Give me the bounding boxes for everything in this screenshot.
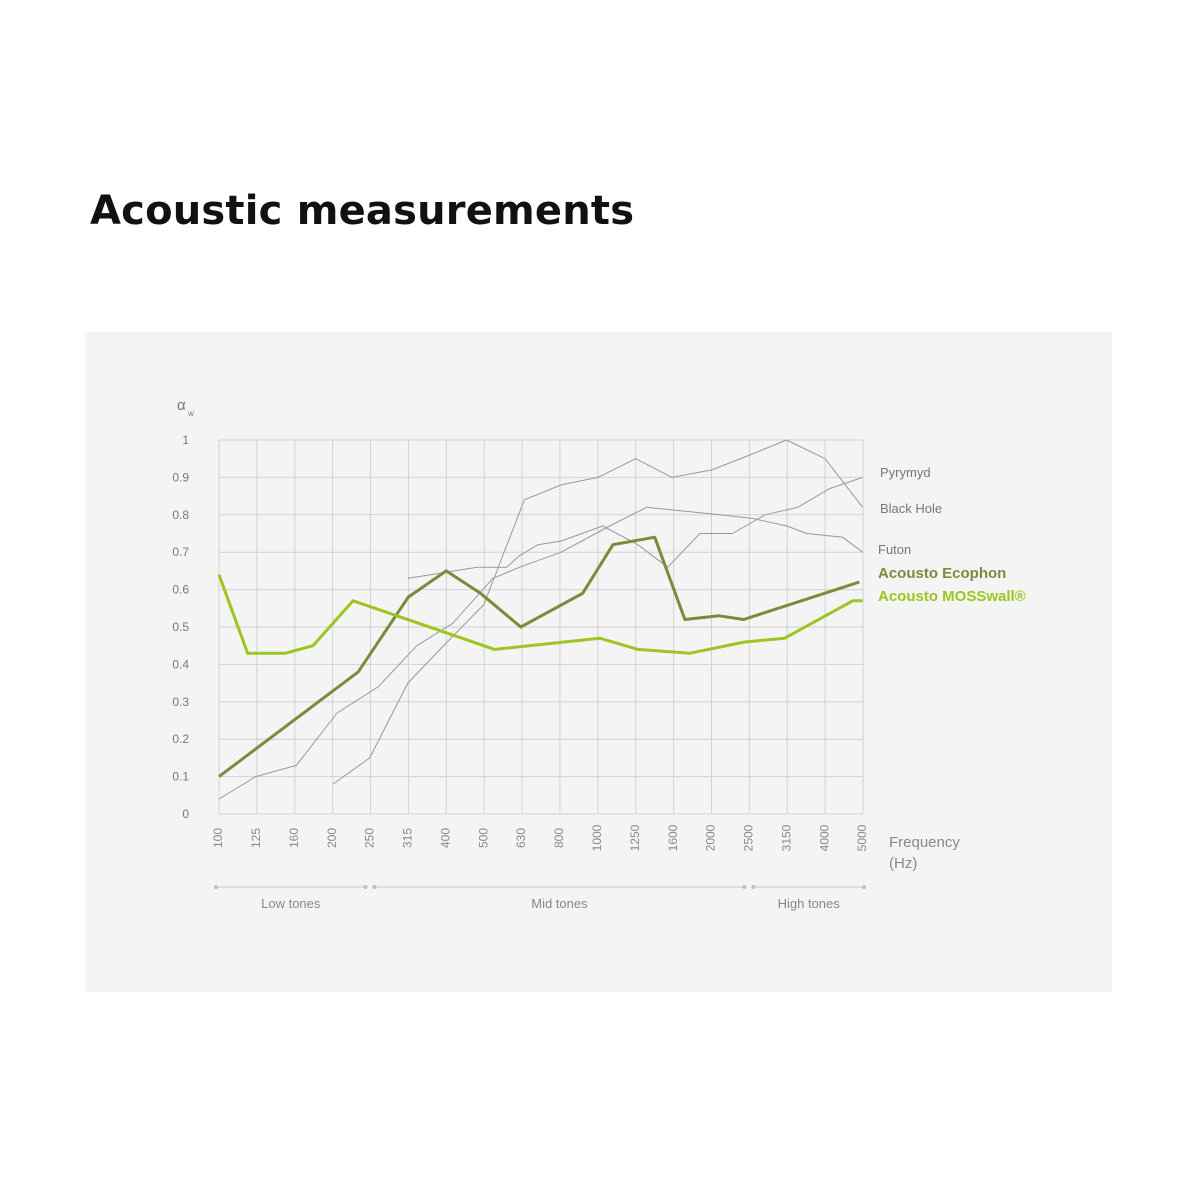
range-label: High tones — [778, 896, 841, 911]
x-tick-label: 160 — [287, 828, 301, 848]
legend-label: Acousto MOSSwall® — [878, 588, 1026, 605]
x-axis-label: Frequency — [889, 834, 960, 851]
range-bracket-dot — [742, 885, 747, 889]
range-bracket-dot — [214, 885, 218, 889]
y-tick-label: 0.1 — [172, 770, 189, 784]
range-bracket-dot — [372, 885, 377, 889]
x-tick-label: 1000 — [590, 824, 604, 851]
legend-label: Black Hole — [880, 501, 942, 516]
acoustic-chart: 0 0.1 0.2 0.3 0.4 0.5 0.6 0.7 0.8 0.9 1 α w 100 125 160… — [172, 397, 1026, 911]
y-tick-label: 0.5 — [172, 620, 189, 634]
x-axis-unit: (Hz) — [889, 855, 917, 872]
y-tick-label: 0.2 — [172, 732, 189, 746]
x-tick-label: 400 — [438, 828, 452, 848]
legend-label: Acousto Ecophon — [878, 565, 1006, 582]
page-title: Acoustic measurements — [90, 188, 635, 234]
y-tick-label: 0 — [182, 807, 189, 821]
y-tick-label: 0.4 — [172, 657, 189, 671]
range-label: Mid tones — [531, 896, 588, 911]
x-tick-label: 250 — [363, 828, 377, 848]
y-tick-label: 0.3 — [172, 695, 189, 709]
range-label: Low tones — [261, 896, 321, 911]
y-axis-label: α — [177, 397, 186, 414]
y-tick-label: 0.9 — [172, 470, 189, 484]
x-tick-label: 2000 — [704, 824, 718, 851]
x-tick-label: 3150 — [779, 824, 793, 851]
y-tick-label: 0.8 — [172, 508, 189, 522]
x-tick-label: 630 — [514, 828, 528, 848]
series-line-acousto-mosswall- — [217, 574, 863, 655]
legend-label: Futon — [878, 542, 911, 557]
x-tick-label: 125 — [249, 828, 263, 848]
x-tick-label: 315 — [401, 828, 415, 848]
chart-panel: 0 0.1 0.2 0.3 0.4 0.5 0.6 0.7 0.8 0.9 1 α w 100 125 160… — [85, 332, 1112, 992]
x-tick-label: 200 — [325, 828, 339, 848]
x-tick-label: 1250 — [628, 824, 642, 851]
range-bracket-dot — [363, 885, 368, 889]
legend-label: Pyrymyd — [880, 465, 931, 480]
x-tick-label: 2500 — [742, 824, 756, 851]
x-tick-label: 100 — [211, 828, 225, 848]
series-line-acousto-ecophon — [218, 535, 860, 778]
x-tick-label: 800 — [552, 828, 566, 848]
y-tick-label: 1 — [182, 433, 189, 447]
x-tick-label: 1600 — [666, 824, 680, 851]
range-bracket-dot — [751, 885, 756, 889]
x-tick-label: 500 — [476, 828, 490, 848]
y-tick-label: 0.6 — [172, 583, 189, 597]
series-line-black-hole — [332, 439, 863, 785]
y-axis-label-subscript: w — [187, 409, 194, 418]
x-tick-label: 5000 — [855, 824, 869, 851]
y-tick-label: 0.7 — [172, 545, 189, 559]
range-bracket-dot — [862, 885, 866, 889]
x-tick-label: 4000 — [817, 824, 831, 851]
series-line-pyrymyd — [407, 476, 863, 579]
series-line-futon — [218, 506, 863, 800]
